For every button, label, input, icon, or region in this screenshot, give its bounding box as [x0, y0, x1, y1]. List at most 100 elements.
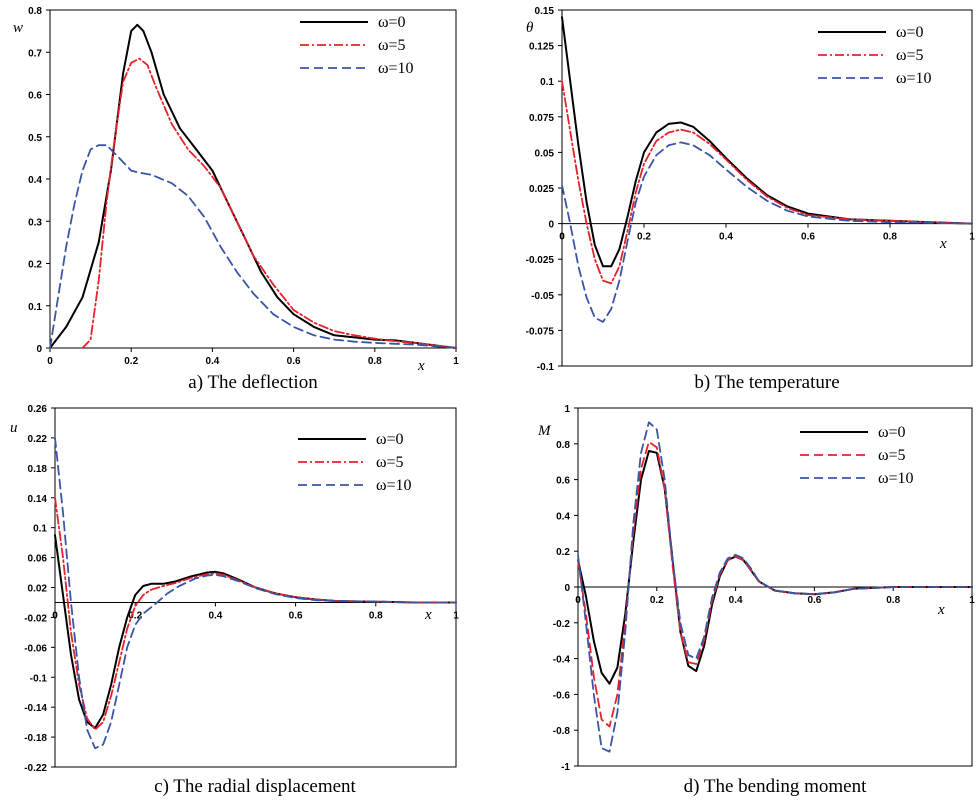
legend-label: ω=0: [378, 14, 406, 31]
legend-label: ω=0: [896, 24, 924, 41]
y-tick-label: -0.06: [24, 643, 47, 654]
y-tick-label: -0.14: [24, 703, 47, 714]
y-tick-label: -0.1: [537, 362, 555, 373]
x-tick-label: 0.4: [208, 610, 222, 621]
x-tick-label: 0.6: [289, 610, 303, 621]
y-tick-label: -0.8: [553, 726, 571, 737]
series-line: [54, 437, 457, 750]
y-tick-label: 0: [564, 583, 570, 594]
legend: ω=0 ω=5 ω=10: [818, 24, 932, 87]
y-tick-label: 0.025: [529, 184, 554, 195]
y-tick-label: 0.06: [28, 554, 48, 565]
y-tick-label: 0.125: [529, 42, 554, 53]
y-tick-label: 0.4: [28, 175, 42, 186]
y-tick-label: 0.2: [556, 547, 570, 558]
legend-label: ω=5: [896, 47, 924, 64]
legend-label: ω=5: [878, 447, 906, 464]
x-tick-label: 0.8: [886, 595, 900, 606]
y-tick-label: 0.7: [28, 48, 42, 59]
y-tick-label: 0.14: [28, 494, 48, 505]
x-tick-label: 0.6: [801, 232, 815, 243]
x-tick-label: 0.2: [650, 595, 664, 606]
y-tick-label: 0.6: [28, 91, 42, 102]
y-tick-label: 0.8: [556, 440, 570, 451]
series-line: [577, 421, 973, 753]
series-line: [54, 496, 457, 731]
y-tick-label: -0.075: [526, 326, 555, 337]
y-tick-label: 0.15: [535, 6, 555, 17]
x-tick-label: 1: [969, 595, 975, 606]
x-axis-label: x: [937, 602, 945, 618]
y-tick-label: -0.05: [531, 291, 554, 302]
y-tick-label: 0.18: [28, 464, 48, 475]
x-tick-label: 0.6: [807, 595, 821, 606]
series-line: [49, 144, 457, 349]
x-tick-label: 0.2: [637, 232, 651, 243]
series-line: [561, 16, 973, 268]
y-tick-label: 0: [548, 220, 554, 231]
chart-panel: 0 0.2 0.4 0.6 0.8 1 -0.1 -0.075 -0.05 -0.025 0 0.02…: [526, 6, 976, 393]
x-tick-label: 0.4: [719, 232, 733, 243]
y-tick-label: 0.3: [28, 217, 42, 228]
y-axis-label: θ: [526, 20, 534, 36]
y-tick-label: -0.6: [553, 690, 571, 701]
y-tick-label: -0.02: [24, 613, 47, 624]
legend: ω=0 ω=5 ω=10: [300, 14, 414, 77]
series-line: [561, 80, 973, 285]
y-tick-label: 1: [564, 404, 570, 415]
y-tick-label: -0.1: [30, 673, 48, 684]
chart-panel: 0 0.2 0.4 0.6 0.8 1 -0.22 -0.18 -0.14 -0.1 -0.06 -0…: [10, 404, 459, 797]
y-tick-label: -1: [561, 762, 570, 773]
x-tick-label: 0: [52, 610, 58, 621]
x-tick-label: 1: [453, 356, 459, 367]
y-tick-label: 0.075: [529, 113, 554, 124]
legend-label: ω=5: [378, 37, 406, 54]
y-axis-label: M: [537, 423, 552, 439]
x-tick-label: 0.8: [368, 356, 382, 367]
y-tick-label: 0.5: [28, 133, 42, 144]
y-tick-label: -0.18: [24, 733, 47, 744]
legend: ω=0 ω=5 ω=10: [800, 424, 914, 487]
x-tick-label: 0.4: [729, 595, 743, 606]
legend-label: ω=10: [376, 477, 412, 494]
y-tick-label: -0.025: [526, 255, 555, 266]
y-axis-label: w: [13, 20, 23, 36]
x-axis-label: x: [417, 358, 425, 374]
legend-label: ω=10: [878, 470, 914, 487]
y-tick-label: 0.05: [535, 148, 555, 159]
chart-caption: b) The temperature: [694, 372, 839, 393]
legend: ω=0 ω=5 ω=10: [298, 431, 412, 494]
chart-caption: c) The radial displacement: [154, 776, 356, 797]
x-tick-label: 0.2: [128, 610, 142, 621]
x-tick-label: 1: [969, 232, 975, 243]
series-line: [81, 57, 457, 349]
x-tick-label: 0.2: [124, 356, 138, 367]
x-tick-label: 0: [47, 356, 53, 367]
y-tick-label: 0.6: [556, 476, 570, 487]
y-tick-label: 0.1: [540, 77, 554, 88]
y-axis-label: u: [10, 420, 18, 436]
y-tick-label: 0.1: [28, 302, 42, 313]
x-tick-label: 0.8: [369, 610, 383, 621]
legend-label: ω=0: [878, 424, 906, 441]
x-tick-label: 0.4: [205, 356, 219, 367]
y-tick-label: -0.22: [24, 763, 47, 774]
x-axis-label: x: [424, 607, 432, 623]
y-tick-label: -0.2: [553, 619, 571, 630]
x-tick-label: 0: [559, 232, 565, 243]
chart-panel: 0 0.2 0.4 0.6 0.8 1 -1 -0.8 -0.6 -0.4 -0.2 0 0.2 0.4 0…: [537, 404, 975, 797]
x-axis-label: x: [939, 236, 947, 252]
x-tick-label: 0.6: [287, 356, 301, 367]
series-line: [49, 23, 457, 349]
y-tick-label: 0.1: [33, 524, 47, 535]
x-tick-label: 1: [453, 610, 459, 621]
series-line: [561, 141, 973, 323]
chart-panel: 0 0.2 0.4 0.6 0.8 1 0 0.1 0.2 0.3 0.4 0.5 0.6 0.7 0.8 w…: [13, 6, 459, 393]
y-tick-label: 0.22: [28, 434, 48, 445]
y-tick-label: 0.4: [556, 511, 570, 522]
y-tick-label: 0: [36, 344, 42, 355]
y-tick-label: 0.2: [28, 260, 42, 271]
legend-label: ω=10: [378, 60, 414, 77]
y-tick-label: 0.26: [28, 404, 48, 415]
